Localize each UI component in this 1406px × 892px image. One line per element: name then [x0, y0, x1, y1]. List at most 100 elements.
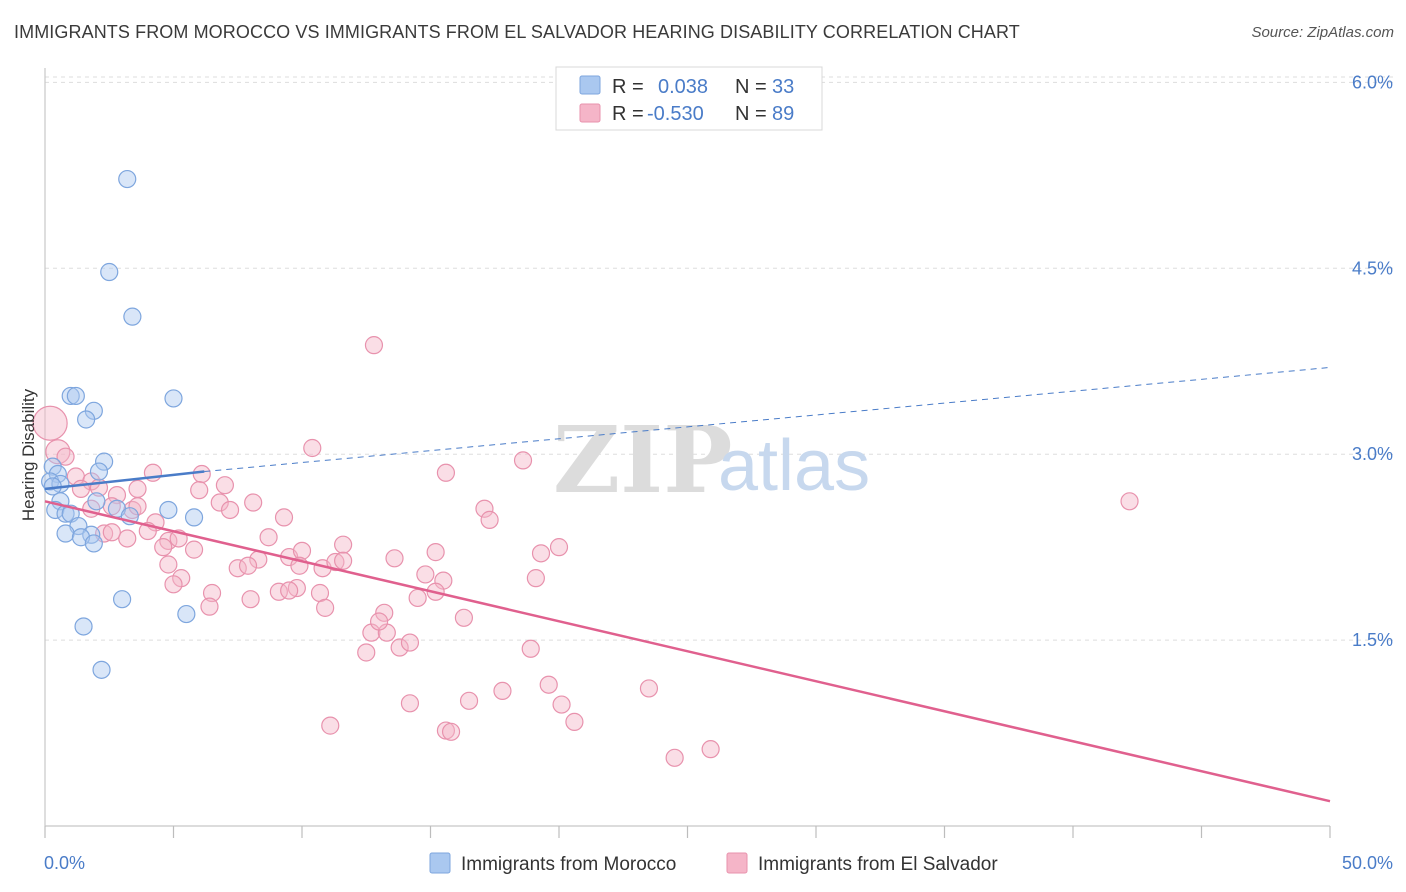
bottom-legend-morocco: Immigrants from Morocco [461, 854, 676, 875]
axes [44, 68, 1331, 838]
y-tick-label: 1.5% [1352, 630, 1393, 650]
el-salvador-point [408, 588, 427, 608]
el-salvador-point [493, 681, 512, 701]
legend-r-label: R = [612, 76, 644, 98]
el-salvador-point [334, 535, 353, 554]
morocco-point [92, 660, 111, 679]
legend-swatch-el-salvador [579, 103, 601, 123]
el-salvador-point [303, 438, 322, 458]
series-legend: Immigrants from Morocco Immigrants from … [429, 852, 998, 875]
watermark-atlas: atlas [718, 426, 870, 506]
el-salvador-point [102, 523, 121, 542]
el-salvador-point [274, 508, 294, 527]
el-salvador-point [416, 565, 435, 584]
el-salvador-point [375, 603, 394, 622]
el-salvador-point [480, 510, 499, 529]
el-salvador-point [639, 679, 659, 698]
el-salvador-point [280, 581, 299, 600]
el-salvador-point [436, 463, 456, 482]
y-axis-label: Hearing Disability [19, 388, 38, 521]
morocco-point [184, 508, 204, 527]
el-salvador-point [1120, 492, 1139, 511]
trend-lines [44, 366, 1331, 803]
el-salvador-point [241, 590, 260, 609]
morocco-point [89, 462, 109, 481]
el-salvador-point [200, 597, 219, 616]
morocco-point [123, 307, 142, 326]
morocco-point [159, 500, 178, 520]
el-salvador-point [32, 405, 68, 441]
legend-r-value-morocco: 0.038 [658, 76, 708, 98]
x-tick-label: 0.0% [44, 853, 85, 873]
el-salvador-point [56, 447, 75, 466]
legend-n-label: N = [735, 76, 767, 98]
el-salvador-point [665, 748, 684, 767]
el-salvador-point [454, 608, 474, 627]
el-salvador-point [552, 695, 571, 714]
el-salvador-point [357, 643, 376, 662]
el-salvador-point [154, 538, 173, 557]
el-salvador-point [202, 583, 222, 603]
y-tick-label: 3.0% [1352, 444, 1393, 464]
source-label: Source: ZipAtlas.com [1251, 24, 1394, 41]
el-salvador-point [459, 691, 479, 710]
grid-lines [45, 76, 1395, 641]
legend-n-label: N = [735, 103, 767, 125]
morocco-point [112, 590, 132, 609]
morocco-point [56, 524, 75, 543]
correlation-legend: R = 0.038 N = 33 R = -0.530 N = 89 [555, 66, 823, 131]
el-salvador-point [334, 551, 353, 570]
el-salvador-point [244, 493, 263, 512]
el-salvador-point [326, 552, 345, 572]
el-salvador-point [441, 722, 461, 741]
morocco-trend-dashed [204, 366, 1331, 473]
morocco-point [74, 617, 93, 636]
el-salvador-point [475, 499, 494, 518]
el-salvador-point [259, 528, 278, 547]
morocco-point [95, 452, 114, 471]
el-salvador-point [128, 497, 147, 516]
el-salvador-point [316, 598, 335, 617]
el-salvador-point [184, 540, 204, 559]
el-salvador-point [531, 544, 551, 563]
y-tick-label: 4.5% [1352, 258, 1393, 278]
el-salvador-point [390, 638, 409, 657]
watermark-zip: ZIP [553, 406, 732, 514]
y-tick-labels: 1.5% 3.0% 4.5% 6.0% [1352, 72, 1393, 650]
morocco-point [118, 169, 137, 189]
el-salvador-point [220, 500, 240, 520]
el-salvador-point [210, 493, 229, 512]
el-salvador-point [400, 694, 420, 713]
bottom-legend-el-salvador: Immigrants from El Salvador [758, 854, 998, 875]
el-salvador-trend-line [44, 500, 1331, 803]
morocco-point [100, 262, 119, 282]
el-salvador-point [238, 556, 258, 575]
el-salvador-point [321, 716, 340, 735]
morocco-point [66, 386, 85, 406]
el-salvador-point [128, 479, 147, 498]
el-salvador-point [107, 485, 127, 505]
el-salvador-point [400, 633, 420, 652]
chart-title: IMMIGRANTS FROM MOROCCO VS IMMIGRANTS FR… [14, 22, 1020, 42]
legend-swatch-morocco [579, 75, 601, 95]
legend-r-value-el-salvador: -0.530 [647, 103, 704, 125]
el-salvador-point [71, 479, 91, 498]
morocco-point [177, 604, 196, 624]
el-salvador-point [426, 543, 445, 562]
el-salvador-point [549, 538, 569, 557]
el-salvador-point [513, 451, 533, 470]
el-salvador-point [370, 612, 389, 631]
x-tick-label: 50.0% [1342, 853, 1393, 873]
el-salvador-point [565, 712, 584, 731]
el-salvador-point [526, 569, 545, 588]
legend-r-label: R = [612, 103, 644, 125]
morocco-point [77, 410, 96, 429]
el-salvador-point [190, 481, 209, 500]
data-points [32, 169, 1139, 767]
morocco-point [87, 492, 106, 511]
y-tick-label: 6.0% [1352, 72, 1393, 92]
morocco-point [84, 534, 103, 553]
el-salvador-point [159, 555, 178, 574]
el-salvador-point [292, 541, 312, 560]
